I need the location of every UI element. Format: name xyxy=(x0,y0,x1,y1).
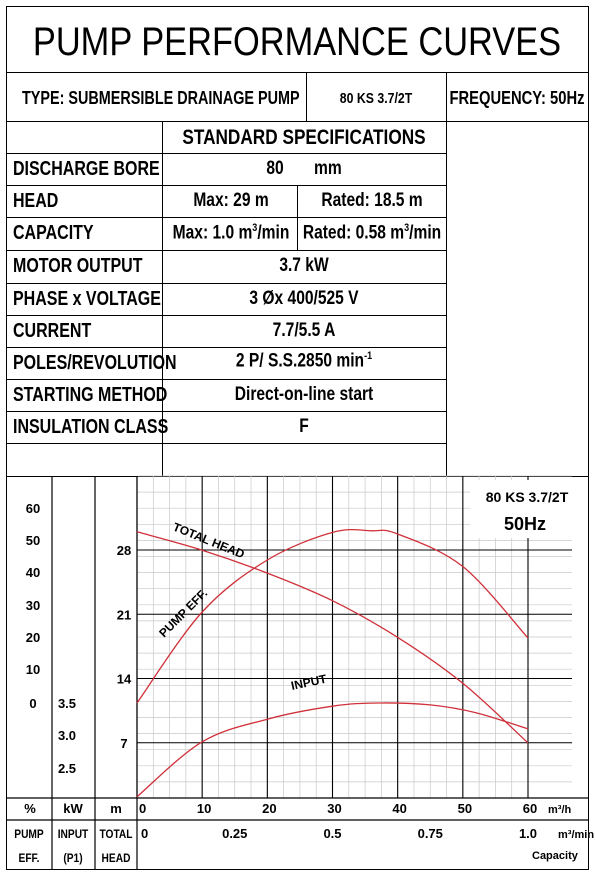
input-curve xyxy=(136,702,529,798)
eff-tick-label: 40 xyxy=(26,565,40,580)
legend-box xyxy=(470,480,582,538)
capacity-rated-text: Rated: 0.58 m xyxy=(302,222,405,244)
starting-value: Direct-on-line start xyxy=(234,384,374,405)
head-tick-label: 7 xyxy=(120,736,127,751)
eff-unit-label: % xyxy=(24,801,36,816)
spec-label-insulation: INSULATION CLASS xyxy=(13,416,169,438)
x2-axis-label: Capacity xyxy=(532,850,579,862)
x2-tick-label: 0.5 xyxy=(323,826,341,841)
pump-eff-curve xyxy=(136,529,529,704)
phase-voltage-value: 3 Øx 400/525 V xyxy=(249,288,359,309)
spec-label-poles: POLES/REVOLUTION xyxy=(13,352,177,374)
capacity-max-value: Max: 1.0 m3/min xyxy=(172,222,290,244)
rule xyxy=(6,72,589,73)
bore-number: 80 xyxy=(266,158,284,179)
spec-label-capacity: CAPACITY xyxy=(13,222,94,244)
rule xyxy=(6,185,446,186)
poles-value: 2 P/ S.S.2850 min-1 xyxy=(235,350,373,372)
input-tick-label: 3.5 xyxy=(58,696,76,711)
rule xyxy=(162,121,163,476)
capacity-rated-unit: /min xyxy=(409,222,442,244)
x-tick-label: 60 xyxy=(523,801,537,816)
capacity-rated-value: Rated: 0.58 m3/min xyxy=(302,222,442,244)
x2-tick-label: 1.0 xyxy=(519,826,537,841)
x-tick-label: 40 xyxy=(392,801,406,816)
head-tick-label: 21 xyxy=(117,607,131,622)
head-tick-label: 14 xyxy=(117,672,132,687)
x2-tick-label: 0.75 xyxy=(418,826,443,841)
bore-unit: mm xyxy=(313,158,342,179)
head-unit-label: m xyxy=(110,801,122,816)
rule xyxy=(6,153,446,154)
spec-label-phase-voltage: PHASE x VOLTAGE xyxy=(13,288,161,310)
spec-label-starting: STARTING METHOD xyxy=(13,384,168,406)
input-label: INPUT xyxy=(290,672,329,693)
performance-sheet xyxy=(6,6,589,870)
spec-label-current: CURRENT xyxy=(13,320,92,342)
head-max-value: Max: 29 m xyxy=(193,190,269,211)
x2-unit-label: m³/min xyxy=(558,829,594,841)
rule xyxy=(306,72,307,121)
eff-axis-name: EFF. xyxy=(19,852,40,865)
head-axis-name: TOTAL xyxy=(99,828,132,841)
x2-tick-label: 0 xyxy=(141,826,148,841)
superscript: 3 xyxy=(252,222,258,234)
rule xyxy=(6,250,446,251)
rule xyxy=(6,217,446,218)
eff-tick-label: 10 xyxy=(26,662,40,677)
spec-label-head: HEAD xyxy=(13,190,59,212)
spec-label-motor-output: MOTOR OUTPUT xyxy=(13,255,143,277)
frequency: FREQUENCY: 50Hz xyxy=(449,88,585,108)
poles-text: 2 P/ S.S.2850 min xyxy=(235,350,365,372)
rule xyxy=(6,121,589,122)
head-rated-value: Rated: 18.5 m xyxy=(321,190,423,211)
eff-tick-label: 20 xyxy=(26,630,40,645)
total-head-curve xyxy=(136,531,529,744)
input-unit-label: kW xyxy=(63,801,83,816)
rule xyxy=(6,283,446,284)
superscript: -1 xyxy=(364,350,373,362)
rule xyxy=(6,411,446,412)
x2-tick-label: 0.25 xyxy=(222,826,247,841)
x-tick-label: 20 xyxy=(262,801,276,816)
input-axis-name: (P1) xyxy=(63,852,83,865)
eff-tick-label: 30 xyxy=(26,598,40,613)
rule xyxy=(297,185,298,250)
x-tick-label: 50 xyxy=(458,801,472,816)
legend-model: 80 KS 3.7/2T xyxy=(486,489,569,505)
rule xyxy=(6,315,446,316)
head-tick-label: 28 xyxy=(117,543,131,558)
input-tick-label: 3.0 xyxy=(58,728,76,743)
pump-type: TYPE: SUBMERSIBLE DRAINAGE PUMP xyxy=(22,88,300,108)
discharge-bore-value: 80 mm xyxy=(266,159,341,178)
page-title: PUMP PERFORMANCE CURVES xyxy=(32,20,562,64)
eff-tick-label: 50 xyxy=(26,533,40,548)
superscript: 3 xyxy=(404,222,410,234)
insulation-value: F xyxy=(299,416,309,437)
eff-axis-name: PUMP xyxy=(14,828,44,841)
specs-heading: STANDARD SPECIFICATIONS xyxy=(182,126,426,149)
rule xyxy=(6,379,446,380)
rule xyxy=(6,476,589,477)
spec-label-discharge-bore: DISCHARGE BORE xyxy=(13,158,160,180)
current-value: 7.7/5.5 A xyxy=(272,320,336,341)
capacity-max-unit: /min xyxy=(257,222,290,244)
head-axis-name: HEAD xyxy=(102,852,131,865)
capacity-max-text: Max: 1.0 m xyxy=(172,222,253,244)
motor-output-value: 3.7 kW xyxy=(279,255,329,276)
input-tick-label: 2.5 xyxy=(58,761,76,776)
x-tick-label: 10 xyxy=(197,801,211,816)
model-number: 80 KS 3.7/2T xyxy=(339,90,413,107)
legend-frequency: 50Hz xyxy=(504,514,546,534)
x-tick-label: 0 xyxy=(139,801,146,816)
eff-tick-label: 0 xyxy=(29,696,36,711)
x-unit-label: m³/h xyxy=(548,804,572,816)
rule xyxy=(6,443,446,444)
eff-tick-label: 60 xyxy=(26,501,40,516)
rule xyxy=(6,347,446,348)
x-tick-label: 30 xyxy=(327,801,341,816)
input-axis-name: INPUT xyxy=(58,828,89,841)
rule xyxy=(446,72,447,476)
